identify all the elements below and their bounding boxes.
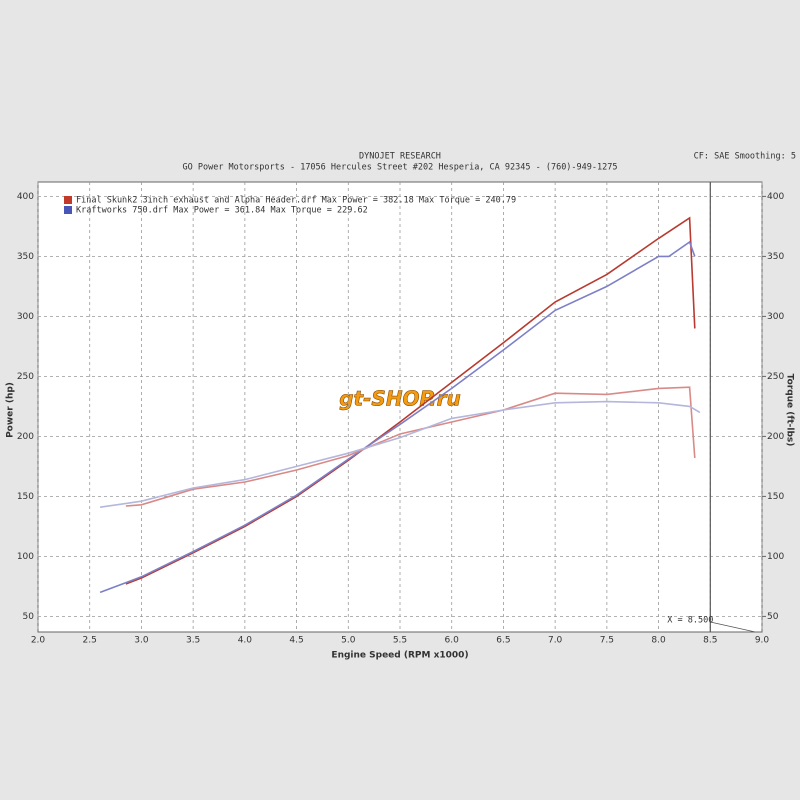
y-tick-label: 150 [17, 492, 34, 502]
x-tick-label: 3.0 [134, 636, 149, 646]
y2-tick-label: 400 [767, 192, 784, 202]
y2-tick-label: 100 [767, 552, 784, 562]
legend-swatch [64, 206, 72, 214]
x-tick-label: 8.0 [651, 636, 666, 646]
x-tick-label: 8.5 [703, 636, 717, 646]
y2-tick-label: 50 [767, 612, 779, 622]
y2-tick-label: 300 [767, 312, 784, 322]
y-tick-label: 100 [17, 552, 34, 562]
y2-tick-label: 150 [767, 492, 784, 502]
y-tick-label: 250 [17, 372, 34, 382]
x-tick-label: 4.5 [289, 636, 303, 646]
x-tick-label: 6.0 [445, 636, 460, 646]
y2-tick-label: 250 [767, 372, 784, 382]
x-tick-label: 7.5 [600, 636, 614, 646]
y-axis-title: Power (hp) [6, 382, 16, 438]
chart-title: DYNOJET RESEARCH [359, 152, 441, 162]
legend-swatch [64, 196, 72, 204]
cursor-label: X = 8.500 [667, 616, 713, 626]
x-tick-label: 5.0 [341, 636, 356, 646]
y2-tick-label: 200 [767, 432, 784, 442]
x-tick-label: 7.0 [548, 636, 563, 646]
x-tick-label: 2.0 [31, 636, 46, 646]
y-tick-label: 200 [17, 432, 34, 442]
x-tick-label: 9.0 [755, 636, 770, 646]
y2-tick-label: 350 [767, 252, 784, 262]
y-tick-label: 300 [17, 312, 34, 322]
series-line [99, 240, 696, 594]
chart-subtitle: GO Power Motorsports - 17056 Hercules St… [183, 163, 618, 173]
y-tick-label: 350 [17, 252, 34, 262]
x-tick-label: 6.5 [496, 636, 510, 646]
x-axis-title: Engine Speed (RPM x1000) [331, 651, 468, 661]
x-tick-label: 5.5 [393, 636, 407, 646]
settings-label: CF: SAE Smoothing: 5 [694, 152, 796, 162]
x-tick-label: 2.5 [83, 636, 97, 646]
series-line [125, 216, 696, 585]
y2-axis-title: Torque (ft-lbs) [785, 374, 795, 447]
x-tick-label: 3.5 [186, 636, 200, 646]
legend-text: Kraftworks 750.drf Max Power = 361.84 Ma… [76, 206, 368, 216]
series-line [99, 400, 701, 508]
x-tick-label: 4.0 [238, 636, 253, 646]
y-tick-label: 50 [23, 612, 35, 622]
cursor-leader [710, 621, 756, 633]
y-tick-label: 400 [17, 192, 34, 202]
legend-text: Final Skunk2 3inch exhaust and Alpha Hea… [76, 196, 516, 206]
